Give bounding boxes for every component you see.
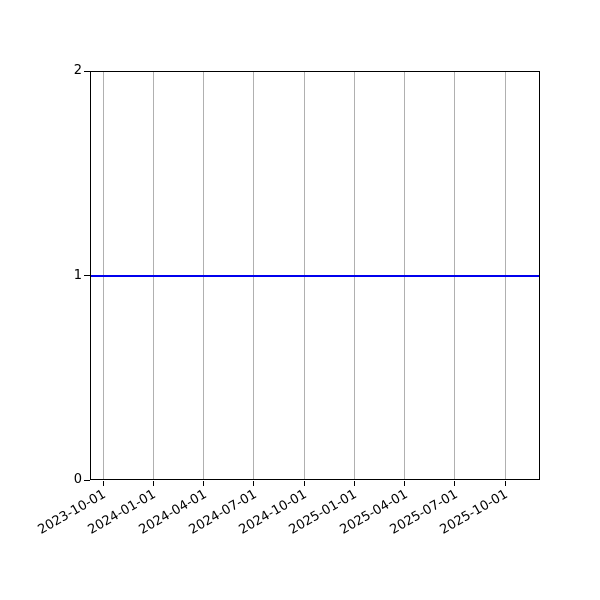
plot-area (90, 71, 540, 480)
y-tick-mark (84, 275, 90, 276)
y-tick-label: 0 (73, 472, 82, 487)
series-line (91, 274, 539, 277)
x-tick-mark (454, 481, 456, 486)
x-tick-mark (303, 481, 305, 486)
x-tick-mark (253, 481, 255, 486)
x-tick-mark (203, 481, 204, 486)
y-tick-label: 1 (73, 267, 82, 283)
x-tick-mark (353, 481, 355, 486)
x-tick-mark (152, 481, 154, 486)
x-tick-mark (404, 481, 405, 486)
y-tick-mark (84, 479, 90, 481)
y-tick-mark (84, 70, 90, 72)
x-tick-mark (504, 481, 506, 486)
x-tick-mark (102, 481, 104, 486)
y-tick-label: 2 (73, 63, 82, 78)
